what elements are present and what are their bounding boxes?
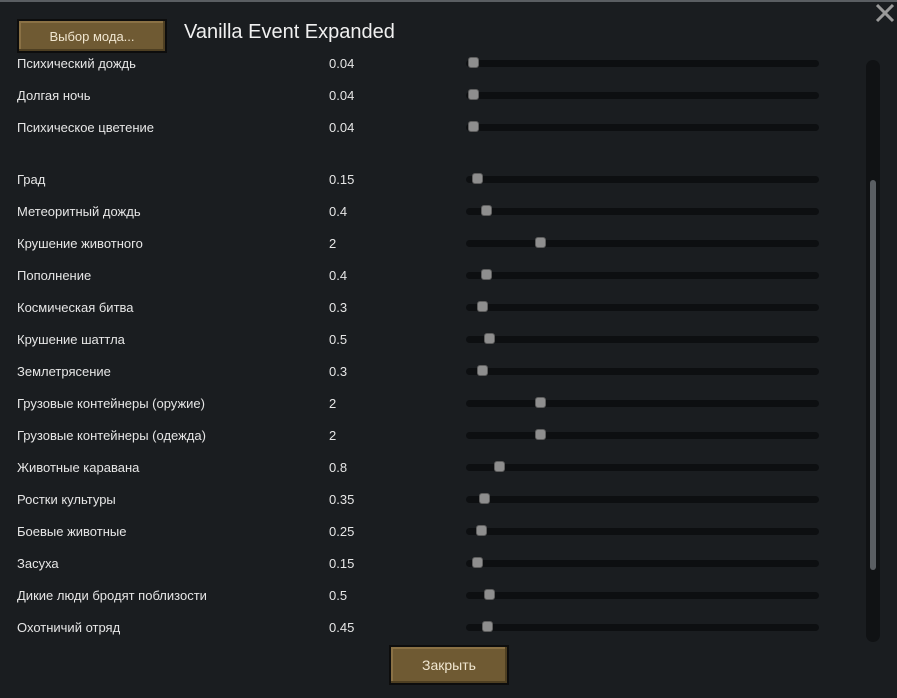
setting-slider[interactable] <box>466 621 819 632</box>
setting-slider[interactable] <box>466 121 819 132</box>
setting-label: Пополнение <box>17 268 92 283</box>
slider-thumb[interactable] <box>494 461 506 472</box>
setting-row: Метеоритный дождь 0.4 <box>0 196 860 228</box>
setting-value: 0.4 <box>329 204 348 219</box>
setting-slider[interactable] <box>466 461 819 472</box>
scrollbar-thumb[interactable] <box>870 180 876 570</box>
slider-thumb[interactable] <box>468 57 480 68</box>
setting-row: Животные каравана 0.8 <box>0 452 860 484</box>
setting-row: Засуха 0.15 <box>0 548 860 580</box>
setting-row: Крушение животного 2 <box>0 228 860 260</box>
setting-slider[interactable] <box>466 301 819 312</box>
setting-label: Крушение шаттла <box>17 332 125 347</box>
setting-value: 0.04 <box>329 88 355 103</box>
setting-label: Грузовые контейнеры (оружие) <box>17 396 205 411</box>
setting-slider[interactable] <box>466 589 819 600</box>
slider-thumb[interactable] <box>472 557 484 568</box>
setting-value: 0.04 <box>329 56 355 71</box>
slider-thumb[interactable] <box>482 621 494 632</box>
setting-slider[interactable] <box>466 237 819 248</box>
setting-slider[interactable] <box>466 557 819 568</box>
setting-label: Ростки культуры <box>17 492 116 507</box>
setting-value: 0.25 <box>329 524 355 539</box>
setting-slider[interactable] <box>466 205 819 216</box>
slider-thumb[interactable] <box>480 269 492 280</box>
slider-thumb[interactable] <box>484 333 496 344</box>
setting-label: Грузовые контейнеры (одежда) <box>17 428 206 443</box>
setting-value: 0.5 <box>329 332 348 347</box>
setting-slider[interactable] <box>466 333 819 344</box>
setting-label: Землетрясение <box>17 364 111 379</box>
setting-row: Космическая битва 0.3 <box>0 292 860 324</box>
setting-label: Крушение животного <box>17 236 143 251</box>
setting-label: Засуха <box>17 556 59 571</box>
setting-row: Боевые животные 0.25 <box>0 516 860 548</box>
setting-value: 0.4 <box>329 268 348 283</box>
setting-label: Долгая ночь <box>17 88 91 103</box>
setting-slider[interactable] <box>466 429 819 440</box>
setting-slider[interactable] <box>466 493 819 504</box>
slider-thumb[interactable] <box>478 493 490 504</box>
setting-row: Град 0.15 <box>0 164 860 196</box>
setting-value: 0.3 <box>329 300 348 315</box>
setting-label: Животные каравана <box>17 460 140 475</box>
slider-thumb[interactable] <box>475 525 487 536</box>
setting-row: Крушение шаттла 0.5 <box>0 324 860 356</box>
setting-value: 0.04 <box>329 120 355 135</box>
slider-thumb[interactable] <box>535 429 547 440</box>
setting-value: 0.15 <box>329 556 355 571</box>
setting-slider[interactable] <box>466 365 819 376</box>
setting-value: 2 <box>329 236 337 251</box>
setting-slider[interactable] <box>466 525 819 536</box>
setting-label: Метеоритный дождь <box>17 204 141 219</box>
setting-row: Охотничий отряд 0.45 <box>0 612 860 644</box>
setting-value: 0.3 <box>329 364 348 379</box>
slider-thumb[interactable] <box>484 589 496 600</box>
setting-slider[interactable] <box>466 89 819 100</box>
setting-label: Психический дождь <box>17 56 136 71</box>
setting-row: Грузовые контейнеры (одежда) 2 <box>0 420 860 452</box>
setting-row: Психическое цветение 0.04 <box>0 112 860 144</box>
slider-thumb[interactable] <box>535 397 547 408</box>
setting-label: Боевые животные <box>17 524 127 539</box>
setting-slider[interactable] <box>466 397 819 408</box>
slider-thumb[interactable] <box>468 121 480 132</box>
setting-row: Пополнение 0.4 <box>0 260 860 292</box>
setting-slider[interactable] <box>466 57 819 68</box>
slider-thumb[interactable] <box>535 237 547 248</box>
setting-row: Грузовые контейнеры (оружие) 2 <box>0 388 860 420</box>
setting-value: 2 <box>329 428 337 443</box>
setting-value: 0.5 <box>329 588 348 603</box>
setting-slider[interactable] <box>466 269 819 280</box>
slider-thumb[interactable] <box>468 89 480 100</box>
setting-label: Охотничий отряд <box>17 620 121 635</box>
slider-thumb[interactable] <box>477 365 489 376</box>
setting-label: Психическое цветение <box>17 120 154 135</box>
setting-label: Космическая битва <box>17 300 134 315</box>
window-top-border <box>0 0 897 2</box>
setting-row: Долгая ночь 0.04 <box>0 80 860 112</box>
setting-value: 2 <box>329 396 337 411</box>
setting-value: 0.8 <box>329 460 348 475</box>
close-icon[interactable] <box>874 2 896 24</box>
select-mod-button[interactable]: Выбор мода... <box>17 19 167 53</box>
setting-value: 0.45 <box>329 620 355 635</box>
slider-thumb[interactable] <box>477 301 489 312</box>
slider-thumb[interactable] <box>472 173 484 184</box>
setting-row: Психический дождь 0.04 <box>0 48 860 80</box>
slider-thumb[interactable] <box>480 205 492 216</box>
setting-value: 0.15 <box>329 172 355 187</box>
setting-value: 0.35 <box>329 492 355 507</box>
setting-label: Град <box>17 172 46 187</box>
page-title: Vanilla Event Expanded <box>184 21 395 43</box>
setting-slider[interactable] <box>466 173 819 184</box>
close-button[interactable]: Закрыть <box>389 645 509 685</box>
setting-label: Дикие люди бродят поблизости <box>17 588 207 603</box>
setting-row: Ростки культуры 0.35 <box>0 484 860 516</box>
setting-row: Землетрясение 0.3 <box>0 356 860 388</box>
setting-row: Дикие люди бродят поблизости 0.5 <box>0 580 860 612</box>
scrollbar[interactable] <box>866 60 880 642</box>
